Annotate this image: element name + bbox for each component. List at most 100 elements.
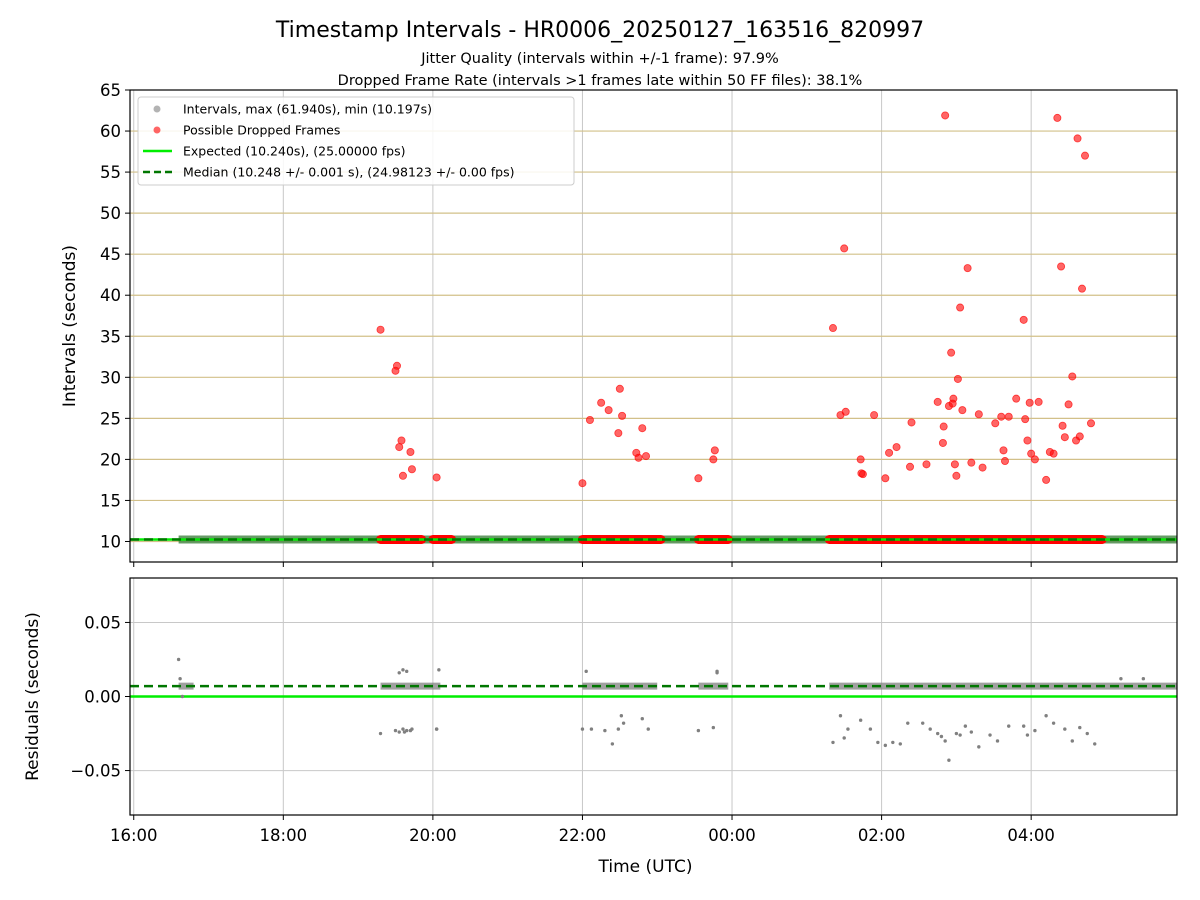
dropped-point-60 xyxy=(1019,315,1028,324)
residual-point-30 xyxy=(858,718,863,722)
residual-point-24 xyxy=(711,725,716,730)
dropped-point-46 xyxy=(952,471,961,480)
dropped-point-64 xyxy=(1027,449,1036,458)
dropped-point-56 xyxy=(999,446,1008,455)
residual-point-64 xyxy=(434,727,439,731)
dropped-point-21 xyxy=(709,455,718,464)
dropped-point-63 xyxy=(1025,398,1034,407)
figure-title: Timestamp Intervals - HR0006_20250127_16… xyxy=(275,18,924,43)
residual-point-29 xyxy=(846,727,850,731)
residual-point-4 xyxy=(393,728,398,733)
intervals-ytick-label-3: 25 xyxy=(100,409,121,428)
dropped-point-51 xyxy=(967,458,976,467)
residual-point-55 xyxy=(1051,721,1056,725)
residual-point-66 xyxy=(1119,677,1123,681)
dropped-point-8 xyxy=(432,473,441,482)
dropped-point-33 xyxy=(892,443,901,452)
dropped-point-17 xyxy=(634,453,643,462)
dropped-point-4 xyxy=(397,436,406,445)
intervals-ytick-label-5: 35 xyxy=(100,327,121,346)
dropped-point-50 xyxy=(963,264,972,273)
dropped-point-55 xyxy=(997,412,1006,421)
residual-point-27 xyxy=(838,714,843,718)
intervals-y-axis-label: Intervals (seconds) xyxy=(60,245,80,407)
dropped-point-77 xyxy=(1073,134,1082,143)
residual-point-36 xyxy=(906,721,910,725)
legend-box xyxy=(137,96,575,186)
intervals-ytick-label-9: 55 xyxy=(100,163,121,182)
residual-point-37 xyxy=(921,721,925,725)
intervals-ytick-label-7: 45 xyxy=(100,245,121,264)
dropped-point-11 xyxy=(597,398,606,407)
time-xtick-label-4: 00:00 xyxy=(708,826,756,845)
dropped-point-32 xyxy=(885,448,894,457)
dropped-point-71 xyxy=(1057,262,1066,271)
dropped-point-5 xyxy=(398,471,407,480)
intervals-ytick-label-1: 15 xyxy=(100,491,121,510)
legend-marker-intervals xyxy=(153,105,161,113)
dropped-point-35 xyxy=(907,418,916,427)
dropped-point-70 xyxy=(1053,113,1062,122)
residuals-ytick-label-0: −0.05 xyxy=(70,762,121,781)
residual-point-34 xyxy=(891,740,895,745)
residual-point-23 xyxy=(696,728,701,733)
residual-point-44 xyxy=(958,733,962,737)
dropped-point-45 xyxy=(950,460,959,469)
intervals-data xyxy=(130,111,1177,544)
dropped-point-29 xyxy=(858,470,867,479)
intervals-panel: 10 15 20 25 30 35 40 45 50 55 60 65 Intervals (seco… xyxy=(60,81,1178,567)
dropped-point-54 xyxy=(991,419,1000,428)
time-xtick-label-0: 16:00 xyxy=(110,826,158,845)
residual-point-42 xyxy=(947,758,951,762)
legend: Intervals, max (61.940s), min (10.197s) P… xyxy=(137,96,575,186)
time-xtick-label-3: 22:00 xyxy=(559,826,607,845)
residual-point-17 xyxy=(610,742,615,746)
dropped-point-38 xyxy=(938,438,947,447)
residual-point-26 xyxy=(831,740,835,745)
residual-point-19 xyxy=(619,714,624,718)
dropped-point-18 xyxy=(638,424,647,433)
dropped-point-75 xyxy=(1068,372,1077,381)
intervals-ytick-label-10: 60 xyxy=(100,122,121,141)
dropped-point-72 xyxy=(1058,421,1067,430)
residual-point-5 xyxy=(397,730,401,734)
dropped-point-7 xyxy=(407,465,416,474)
residual-point-56 xyxy=(1063,727,1067,731)
residual-point-16 xyxy=(603,728,607,733)
residual-point-49 xyxy=(995,739,1000,743)
residual-point-22 xyxy=(646,727,650,731)
residuals-ytick-label-1: 0.00 xyxy=(84,688,121,707)
dropped-point-19 xyxy=(642,452,651,461)
intervals-ytick-label-2: 20 xyxy=(100,450,121,469)
residual-point-52 xyxy=(1025,733,1030,737)
dropped-point-12 xyxy=(604,406,613,415)
residual-point-48 xyxy=(988,733,992,737)
residual-point-54 xyxy=(1044,714,1048,718)
dropped-point-62 xyxy=(1023,436,1032,445)
residual-point-1 xyxy=(178,677,182,681)
residual-point-8 xyxy=(405,728,409,733)
dropped-point-14 xyxy=(615,384,624,393)
legend-marker-dropped xyxy=(153,126,161,134)
dropped-point-22 xyxy=(710,446,719,455)
intervals-ytick-label-0: 10 xyxy=(100,532,121,551)
intervals-axes: 10 15 20 25 30 35 40 45 50 55 60 65 xyxy=(100,81,1032,567)
residual-point-15 xyxy=(589,727,594,731)
dropped-point-49 xyxy=(958,406,967,415)
residual-point-59 xyxy=(1085,731,1089,736)
residual-point-6 xyxy=(401,727,405,731)
residuals-y-axis-label: Residuals (seconds) xyxy=(23,612,43,781)
dropped-point-20 xyxy=(694,474,703,483)
figure-subtitle-jitter: Jitter Quality (intervals within +/-1 fr… xyxy=(420,51,779,67)
residuals-axes: 16:00 18:00 20:00 22:00 00:00 02:00 04:00 −0.05… xyxy=(70,613,1055,845)
time-xtick-label-1: 18:00 xyxy=(260,826,308,845)
residual-point-33 xyxy=(883,743,888,748)
dropped-point-25 xyxy=(840,244,849,253)
legend-entry-1: Possible Dropped Frames xyxy=(183,123,340,138)
intervals-ytick-label-4: 30 xyxy=(100,368,121,387)
dropped-point-73 xyxy=(1060,433,1069,442)
residual-point-43 xyxy=(954,731,959,736)
figure-subtitle-dropped: Dropped Frame Rate (intervals >1 frames … xyxy=(338,73,863,89)
dropped-point-6 xyxy=(406,448,415,457)
